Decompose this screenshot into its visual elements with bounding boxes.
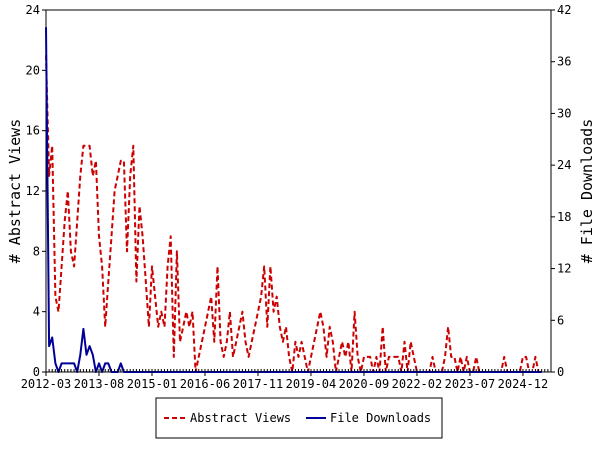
right-tick-label: 12 bbox=[557, 262, 571, 276]
series-line-file-downloads bbox=[45, 27, 542, 373]
series-line-abstract-views bbox=[45, 55, 542, 373]
x-tick-label: 2020-09 bbox=[339, 377, 390, 391]
x-tick-label: 2012-03 bbox=[21, 377, 72, 391]
left-tick-label: 4 bbox=[33, 305, 40, 319]
left-tick-label: 0 bbox=[33, 365, 40, 379]
left-tick-label: 12 bbox=[26, 184, 40, 198]
right-tick-label: 6 bbox=[557, 313, 564, 327]
legend-box bbox=[155, 397, 443, 439]
x-tick-label: 2024-12 bbox=[498, 377, 549, 391]
left-tick-label: 20 bbox=[26, 63, 40, 77]
plot-frame bbox=[45, 9, 552, 373]
right-axis-title: # File Downloads bbox=[578, 119, 596, 264]
left-axis-ticks: 0 4 8 12 16 20 24 bbox=[26, 3, 46, 379]
x-tick-label: 2013-08 bbox=[74, 377, 125, 391]
x-tick-label: 2015-01 bbox=[127, 377, 178, 391]
x-tick-label: 2022-02 bbox=[392, 377, 443, 391]
left-tick-label: 8 bbox=[33, 244, 40, 258]
right-tick-label: 42 bbox=[557, 3, 571, 17]
right-axis-ticks: 0 6 12 18 24 30 36 42 bbox=[551, 3, 571, 379]
left-tick-label: 16 bbox=[26, 124, 40, 138]
x-tick-label: 2017-11 bbox=[233, 377, 284, 391]
right-tick-label: 36 bbox=[557, 55, 571, 69]
legend-label-file-downloads: File Downloads bbox=[330, 411, 431, 425]
left-axis-title: # Abstract Views bbox=[6, 119, 24, 264]
legend: Abstract Views File Downloads bbox=[155, 397, 443, 439]
legend-label-abstract-views: Abstract Views bbox=[190, 411, 291, 425]
x-tick-label: 2023-07 bbox=[445, 377, 496, 391]
plot-area bbox=[45, 9, 552, 373]
series-layer bbox=[45, 27, 542, 373]
right-tick-label: 30 bbox=[557, 106, 571, 120]
right-tick-label: 18 bbox=[557, 210, 571, 224]
left-tick-label: 24 bbox=[26, 3, 40, 17]
x-tick-label: 2016-06 bbox=[180, 377, 231, 391]
right-tick-label: 24 bbox=[557, 158, 571, 172]
x-axis-ticks: 2012-03 2013-08 2015-01 2016-06 2017-11 2019-… bbox=[21, 369, 552, 391]
right-tick-label: 0 bbox=[557, 365, 564, 379]
x-tick-label: 2019-04 bbox=[286, 377, 337, 391]
